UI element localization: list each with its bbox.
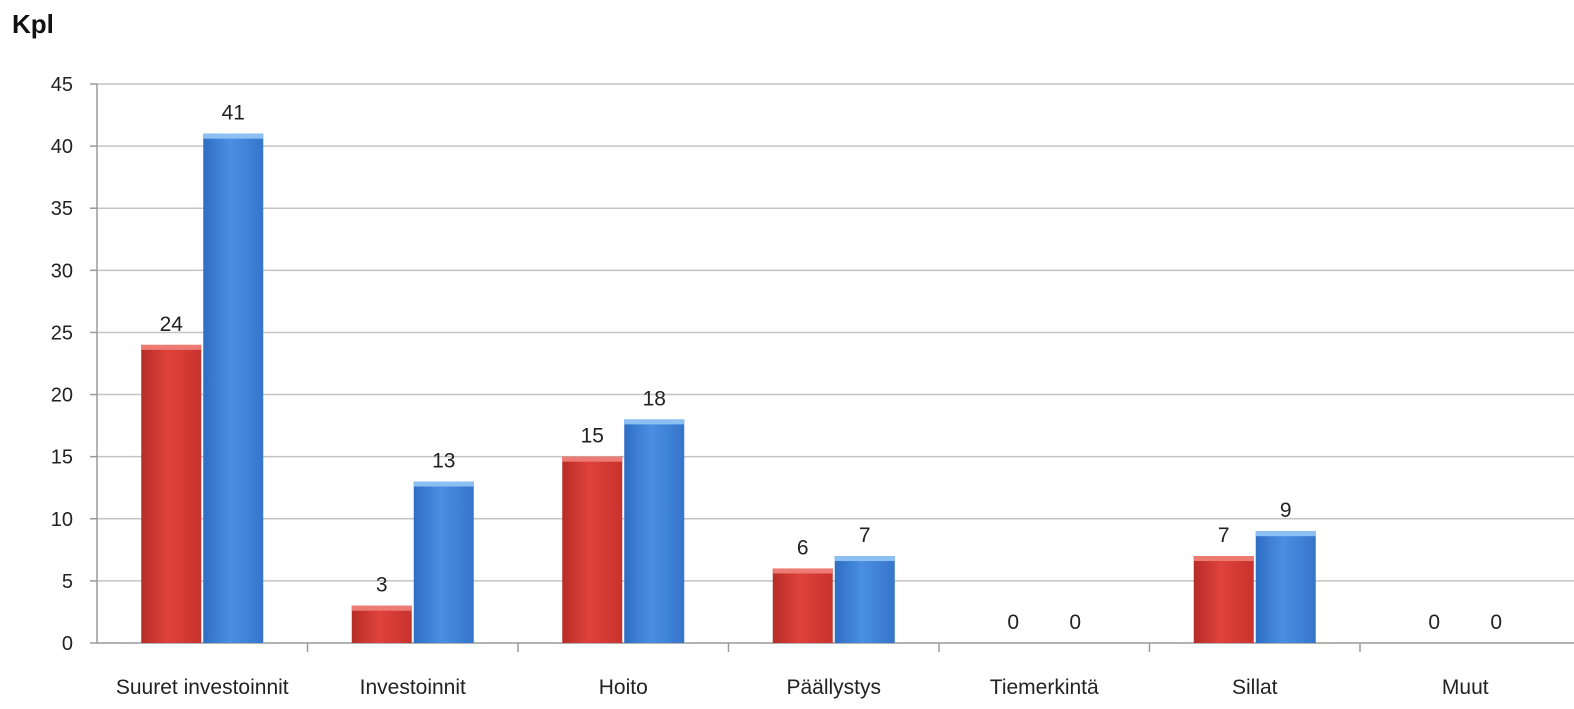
x-category-label: Hoito bbox=[599, 676, 648, 699]
x-category-label: Muut bbox=[1442, 676, 1489, 699]
bar-top-highlight bbox=[834, 556, 895, 562]
data-label: 15 bbox=[581, 425, 604, 448]
bar bbox=[141, 344, 202, 643]
data-label: 9 bbox=[1280, 499, 1292, 522]
bar bbox=[351, 605, 412, 643]
bar bbox=[562, 456, 623, 643]
bar bbox=[413, 481, 474, 643]
bar-top-highlight bbox=[624, 419, 685, 425]
bar bbox=[772, 568, 833, 643]
bar-top-highlight bbox=[351, 605, 412, 611]
y-tick-label: 15 bbox=[51, 447, 73, 469]
y-tick-label: 35 bbox=[51, 198, 73, 220]
data-label: 6 bbox=[797, 536, 809, 559]
data-label: 7 bbox=[1218, 524, 1230, 547]
y-tick-label: 0 bbox=[62, 633, 73, 655]
data-label: 0 bbox=[1428, 611, 1440, 634]
x-category-label: Tiemerkintä bbox=[990, 676, 1099, 699]
bar-top-highlight bbox=[413, 481, 474, 487]
bar-top-highlight bbox=[562, 456, 623, 462]
bar bbox=[203, 133, 264, 643]
bar bbox=[1193, 556, 1254, 643]
bar-top-highlight bbox=[772, 568, 833, 574]
x-category-label: Suuret investoinnit bbox=[116, 676, 289, 699]
bar-top-highlight bbox=[203, 133, 264, 139]
data-label: 24 bbox=[160, 313, 184, 336]
data-label: 41 bbox=[222, 102, 245, 125]
x-category-label: Sillat bbox=[1232, 676, 1278, 699]
bar bbox=[1255, 531, 1316, 643]
y-tick-label: 5 bbox=[62, 571, 73, 593]
bar-layer bbox=[141, 133, 1316, 643]
x-category-label: Investoinnit bbox=[360, 676, 466, 699]
y-tick-label: 20 bbox=[51, 385, 73, 407]
bar-top-highlight bbox=[1193, 556, 1254, 562]
bar-top-highlight bbox=[141, 344, 202, 350]
data-label: 0 bbox=[1490, 611, 1502, 634]
y-tick-label: 45 bbox=[51, 74, 73, 96]
y-tick-label: 30 bbox=[51, 260, 73, 282]
bar bbox=[624, 419, 685, 643]
y-tick-label: 40 bbox=[51, 136, 73, 158]
bar bbox=[834, 556, 895, 643]
y-tick-label: 25 bbox=[51, 322, 73, 344]
data-label: 0 bbox=[1069, 611, 1081, 634]
y-unit-label: Kpl bbox=[12, 9, 54, 39]
data-label: 13 bbox=[432, 450, 455, 473]
data-label: 0 bbox=[1007, 611, 1019, 634]
x-category-label: Päällystys bbox=[786, 676, 881, 699]
y-tick-label: 10 bbox=[51, 509, 73, 531]
data-label: 18 bbox=[643, 387, 666, 410]
data-label: 3 bbox=[376, 574, 388, 597]
data-label: 7 bbox=[859, 524, 871, 547]
bar-top-highlight bbox=[1255, 531, 1316, 537]
label-layer: Suuret investoinnit Investoinnit Hoito Pääl… bbox=[116, 102, 1502, 699]
